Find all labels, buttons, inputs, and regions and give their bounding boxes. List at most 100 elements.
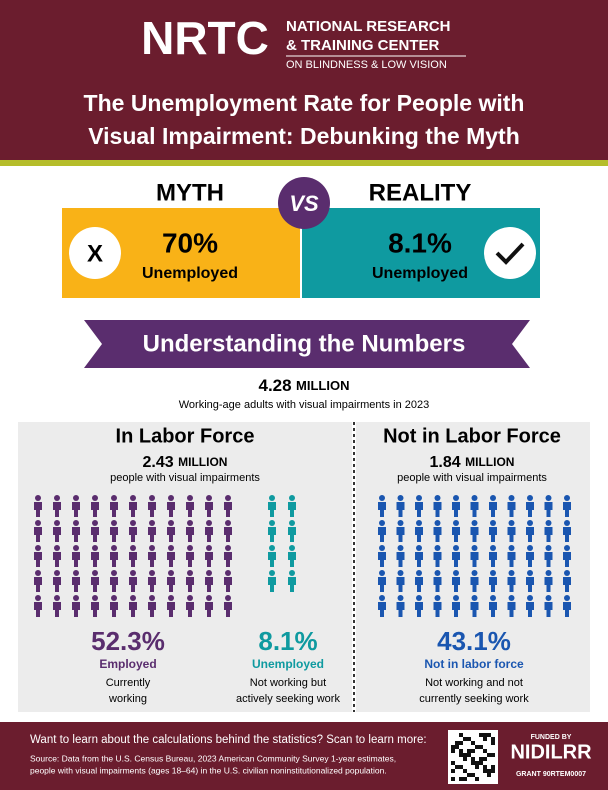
person-body	[72, 527, 80, 542]
logo: NRTC	[141, 12, 269, 64]
person-body	[72, 602, 80, 617]
qr-cell	[455, 765, 459, 769]
person-head	[289, 545, 295, 551]
person-head	[92, 495, 98, 501]
qr-cell	[467, 737, 471, 741]
person-icon	[507, 495, 516, 517]
person-body	[378, 552, 386, 567]
person-icon	[205, 520, 213, 542]
person-body	[91, 577, 99, 592]
qr-cell	[459, 749, 463, 753]
person-icon	[224, 520, 232, 542]
person-head	[471, 495, 478, 501]
person-icon	[110, 495, 118, 517]
person-icon	[396, 520, 405, 542]
person-head	[564, 570, 570, 576]
person-head	[397, 570, 404, 576]
person-icon	[452, 495, 460, 517]
person-head	[168, 520, 174, 526]
person-head	[434, 495, 441, 501]
person-body	[433, 527, 442, 542]
person-body	[489, 577, 497, 592]
qr-cell	[451, 769, 455, 773]
person-body	[433, 552, 442, 567]
person-head	[434, 595, 441, 601]
person-icon	[186, 595, 194, 617]
person-body	[268, 552, 276, 567]
person-head	[111, 545, 117, 551]
person-head	[269, 495, 275, 501]
person-icon	[34, 595, 42, 617]
qr-cell	[491, 753, 495, 757]
person-icon	[433, 520, 442, 542]
stat-value: 52.3%	[91, 626, 165, 656]
group-caption: people with visual impairments	[110, 472, 260, 484]
person-head	[397, 495, 404, 501]
person-icon	[433, 595, 442, 617]
person-body	[507, 577, 516, 592]
person-head	[269, 520, 275, 526]
person-body	[507, 502, 516, 517]
person-body	[34, 602, 42, 617]
person-body	[288, 527, 296, 542]
person-head	[54, 545, 60, 551]
person-icon	[53, 595, 61, 617]
person-body	[167, 602, 175, 617]
person-icon	[507, 570, 516, 592]
person-body	[507, 552, 516, 567]
person-body	[544, 577, 553, 592]
person-body	[452, 552, 460, 567]
person-icon	[378, 545, 386, 567]
person-icon	[224, 545, 232, 567]
person-body	[110, 577, 118, 592]
person-icon	[268, 545, 276, 567]
total-unit: MILLION	[296, 378, 349, 393]
person-head	[453, 495, 459, 501]
qr-cell	[471, 741, 475, 745]
group-total: 1.84 MILLION	[430, 454, 515, 471]
qr-cell	[451, 777, 455, 781]
person-body	[470, 527, 479, 542]
person-head	[73, 545, 79, 551]
qr-cell	[455, 745, 459, 749]
person-icon	[129, 495, 137, 517]
qr-cell	[479, 733, 483, 737]
person-head	[225, 595, 231, 601]
person-icon	[288, 520, 296, 542]
person-icon	[544, 520, 553, 542]
person-icon	[205, 495, 213, 517]
person-head	[168, 495, 174, 501]
pictogram	[34, 495, 571, 617]
qr-cell	[483, 769, 487, 773]
qr-cell	[467, 773, 471, 777]
person-icon	[526, 570, 534, 592]
person-head	[508, 520, 515, 526]
footer-prompt: Want to learn about the calculations beh…	[30, 734, 427, 746]
person-body	[34, 577, 42, 592]
qr-cell	[491, 741, 495, 745]
person-icon	[415, 495, 423, 517]
person-icon	[489, 495, 497, 517]
person-icon	[224, 595, 232, 617]
person-icon	[205, 545, 213, 567]
person-icon	[452, 545, 460, 567]
person-icon	[53, 570, 61, 592]
person-head	[490, 495, 496, 501]
person-body	[148, 602, 156, 617]
person-icon	[72, 495, 80, 517]
panel-title: In Labor Force	[116, 425, 255, 447]
person-icon	[268, 520, 276, 542]
person-body	[288, 552, 296, 567]
person-icon	[433, 570, 442, 592]
person-body	[489, 552, 497, 567]
qr-cell	[487, 733, 491, 737]
person-head	[149, 520, 155, 526]
qr-cell	[459, 753, 463, 757]
panel-title: Not in Labor Force	[383, 425, 561, 447]
person-head	[73, 595, 79, 601]
person-head	[92, 595, 98, 601]
person-icon	[507, 520, 516, 542]
banner	[84, 320, 530, 368]
person-head	[564, 520, 570, 526]
person-icon	[544, 545, 553, 567]
